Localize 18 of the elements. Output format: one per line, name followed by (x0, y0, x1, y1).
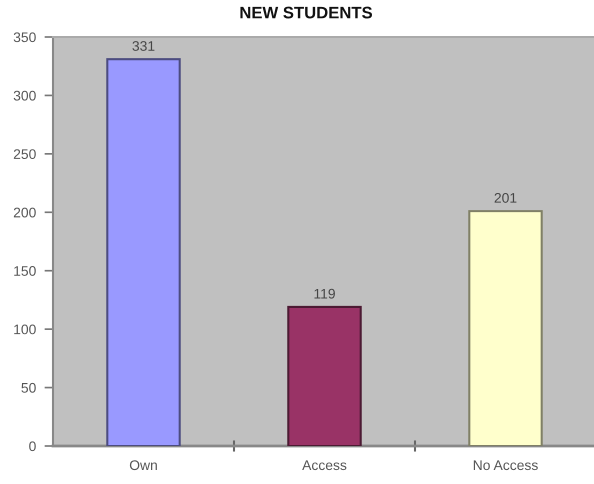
y-tick-label: 50 (21, 382, 36, 393)
data-label: 331 (132, 41, 154, 51)
data-label: 119 (314, 288, 335, 299)
y-tick-label: 350 (14, 32, 36, 42)
x-tick-label: Access (302, 460, 346, 470)
x-tick-label: No Access (474, 460, 538, 470)
bar (287, 306, 362, 446)
bar (106, 58, 181, 446)
data-label: 201 (494, 192, 516, 203)
x-tick-label: Own (130, 460, 157, 470)
y-tick-label: 300 (14, 90, 36, 101)
chart-title: NEW STUDENTS (240, 6, 372, 18)
bar (468, 210, 543, 446)
y-tick-label: 150 (14, 266, 36, 276)
y-tick-label: 100 (14, 324, 36, 334)
y-tick-label: 200 (14, 208, 36, 218)
y-tick-label: 250 (14, 149, 36, 160)
y-tick-label: 0 (29, 441, 36, 452)
